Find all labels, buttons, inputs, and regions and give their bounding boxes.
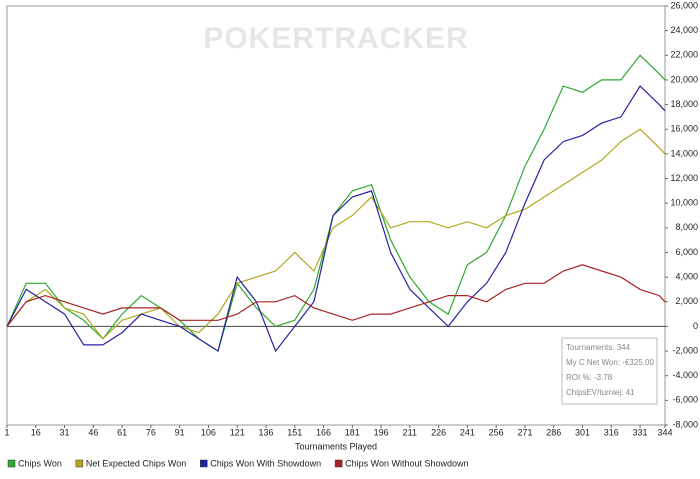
y-tick-label: 4,000	[675, 271, 698, 281]
series-line	[6, 85, 666, 353]
stats-line: Tournaments: 344	[566, 343, 631, 352]
legend-label: Chips Won With Showdown	[210, 458, 321, 468]
y-tick-label: 24,000	[670, 25, 698, 35]
y-tick-label: 6,000	[675, 247, 698, 257]
x-tick-label: 91	[175, 427, 185, 437]
x-tick-label: 1	[4, 427, 9, 437]
stats-line: ChipsEV/turniej: 41	[566, 388, 635, 397]
stats-line: ROI %: -3.78	[566, 373, 613, 382]
x-tick-label: 136	[258, 427, 273, 437]
x-tick-label: 76	[146, 427, 156, 437]
stats-box	[561, 337, 658, 405]
x-tick-label: 31	[60, 427, 70, 437]
y-tick-label: 18,000	[670, 99, 698, 109]
x-tick-label: 16	[31, 427, 41, 437]
legend-swatch	[7, 459, 16, 468]
legend-label: Net Expected Chips Won	[86, 458, 186, 468]
series-line	[6, 54, 666, 353]
x-tick-label: 211	[403, 427, 417, 437]
x-tick-label: 61	[117, 427, 127, 437]
x-tick-label: 121	[230, 427, 245, 437]
x-tick-label: 316	[604, 427, 619, 437]
y-tick-label: 16,000	[670, 124, 698, 134]
x-tick-label: 344	[657, 427, 672, 437]
y-tick-label: 12,000	[670, 173, 698, 183]
y-tick-label: 14,000	[670, 148, 698, 158]
x-tick-label: 286	[546, 427, 561, 437]
y-tick-label: 0	[693, 321, 698, 331]
series-line	[6, 128, 666, 340]
x-tick-label: 166	[316, 427, 331, 437]
x-tick-label: 271	[517, 427, 532, 437]
y-tick-label: 10,000	[670, 198, 698, 208]
x-axis-title: Tournaments Played	[295, 441, 377, 451]
legend-swatch	[334, 459, 343, 468]
y-tick-label: -2,000	[672, 345, 698, 355]
x-tick-label: 196	[374, 427, 389, 437]
x-tick-label: 331	[633, 427, 648, 437]
y-tick-label: -8,000	[672, 419, 698, 429]
x-tick-label: 181	[345, 427, 360, 437]
y-tick-label: 2,000	[675, 296, 698, 306]
x-tick-label: 151	[287, 427, 302, 437]
plot-frame	[6, 5, 666, 426]
legend-label: Chips Won	[18, 458, 62, 468]
legend-label: Chips Won Without Showdown	[345, 458, 468, 468]
y-tick-label: -6,000	[672, 395, 698, 405]
series-line	[6, 264, 666, 327]
x-tick-label: 226	[431, 427, 446, 437]
legend-swatch	[200, 459, 208, 468]
stats-line: My C Net Won: -€325.00	[566, 358, 654, 367]
x-tick-label: 106	[201, 427, 216, 437]
y-tick-label: 26,000	[670, 0, 698, 10]
y-tick-label: 22,000	[670, 50, 698, 60]
y-tick-label: -4,000	[672, 370, 698, 380]
x-tick-label: 241	[460, 427, 475, 437]
legend-swatch	[75, 459, 84, 468]
x-tick-label: 301	[575, 427, 590, 437]
watermark: POKERTRACKER	[203, 22, 468, 55]
y-tick-label: 20,000	[670, 74, 698, 84]
y-tick-label: 8,000	[675, 222, 698, 232]
x-tick-label: 46	[88, 427, 98, 437]
x-tick-label: 256	[489, 427, 504, 437]
